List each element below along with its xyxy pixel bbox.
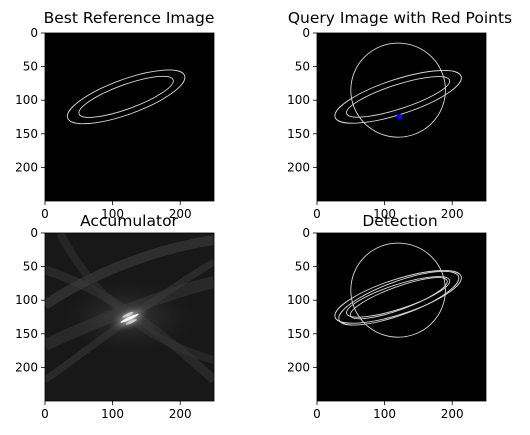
- ellipse-shape: [346, 276, 451, 318]
- axes-frame: [316, 32, 487, 202]
- axes-frame: [44, 32, 215, 202]
- panel-title: Detection: [362, 212, 437, 230]
- y-tick-label: 0: [30, 26, 38, 40]
- ellipse-shape: [338, 270, 460, 326]
- accumulator-peak: [108, 304, 151, 333]
- x-tick-label: 100: [373, 207, 396, 221]
- axes-frame: [316, 232, 487, 402]
- panel-accumulator: Accumulator 0 100 200 0 50 100 150 200: [15, 212, 215, 421]
- x-tick-label: 100: [373, 407, 396, 421]
- accumulator-peak-streak: [122, 311, 134, 318]
- circle-shape: [350, 42, 446, 138]
- y-tick-label: 150: [287, 327, 310, 341]
- y-tick-label: 150: [287, 127, 310, 141]
- accumulator-peak-streak: [120, 313, 139, 323]
- ellipse-shape: [334, 70, 462, 124]
- x-tick-label: 0: [313, 207, 321, 221]
- y-tick-label: 0: [30, 226, 38, 240]
- panel-reference: Best Reference Image 0 100 200 0 50 100 150 200: [15, 9, 215, 221]
- x-tick-label: 100: [101, 407, 124, 421]
- image-area: [45, 33, 214, 201]
- panel-title: Accumulator: [80, 212, 178, 230]
- y-tick-label: 100: [287, 293, 310, 307]
- y-tick-label: 50: [23, 260, 38, 274]
- query-point: [396, 114, 403, 120]
- accumulator-peak-streak: [125, 319, 137, 325]
- ellipse-shape: [334, 270, 462, 324]
- image-shapes: [334, 242, 462, 338]
- ellipse-shape: [349, 277, 448, 320]
- ellipse-shape: [78, 75, 174, 118]
- ellipse-shape: [346, 76, 451, 118]
- x-tick-label: 200: [441, 407, 464, 421]
- tick-group: 0 100 200 0 50 100 150 200: [15, 26, 192, 221]
- panel-query: Query Image with Red Points 0 100 200 0 50 10…: [287, 9, 512, 221]
- panel-title: Best Reference Image: [44, 9, 215, 27]
- y-tick-label: 50: [23, 60, 38, 74]
- tick-group: 0 100 200 0 50 100 150 200: [287, 26, 464, 221]
- panel-title: Query Image with Red Points: [288, 9, 512, 27]
- y-tick-label: 0: [302, 26, 310, 40]
- image-shapes: [66, 69, 186, 125]
- x-tick-label: 200: [169, 407, 192, 421]
- y-tick-label: 50: [295, 60, 310, 74]
- tick-group: 0 100 200 0 50 100 150 200: [287, 226, 464, 421]
- y-tick-label: 150: [15, 127, 38, 141]
- x-tick-label: 0: [41, 207, 49, 221]
- image-shapes: [334, 42, 462, 138]
- tick-group: 0 100 200 0 50 100 150 200: [15, 226, 192, 421]
- y-tick-label: 0: [302, 226, 310, 240]
- y-tick-label: 100: [15, 93, 38, 107]
- panel-detection: Detection 0 100 200 0 50 100 150 200: [287, 212, 487, 421]
- x-tick-label: 200: [441, 207, 464, 221]
- y-tick-label: 150: [15, 327, 38, 341]
- y-tick-label: 50: [295, 260, 310, 274]
- y-tick-label: 200: [287, 160, 310, 174]
- x-tick-label: 200: [169, 207, 192, 221]
- axes-frame: [44, 232, 215, 402]
- x-tick-label: 0: [41, 407, 49, 421]
- x-tick-label: 0: [313, 407, 321, 421]
- circle-shape: [350, 242, 446, 338]
- y-tick-label: 200: [287, 360, 310, 374]
- y-tick-label: 100: [15, 293, 38, 307]
- ellipse-shape: [66, 69, 186, 125]
- x-tick-label: 100: [101, 207, 124, 221]
- y-tick-label: 200: [15, 160, 38, 174]
- y-tick-label: 100: [287, 93, 310, 107]
- image-area: [317, 233, 486, 401]
- y-tick-label: 200: [15, 360, 38, 374]
